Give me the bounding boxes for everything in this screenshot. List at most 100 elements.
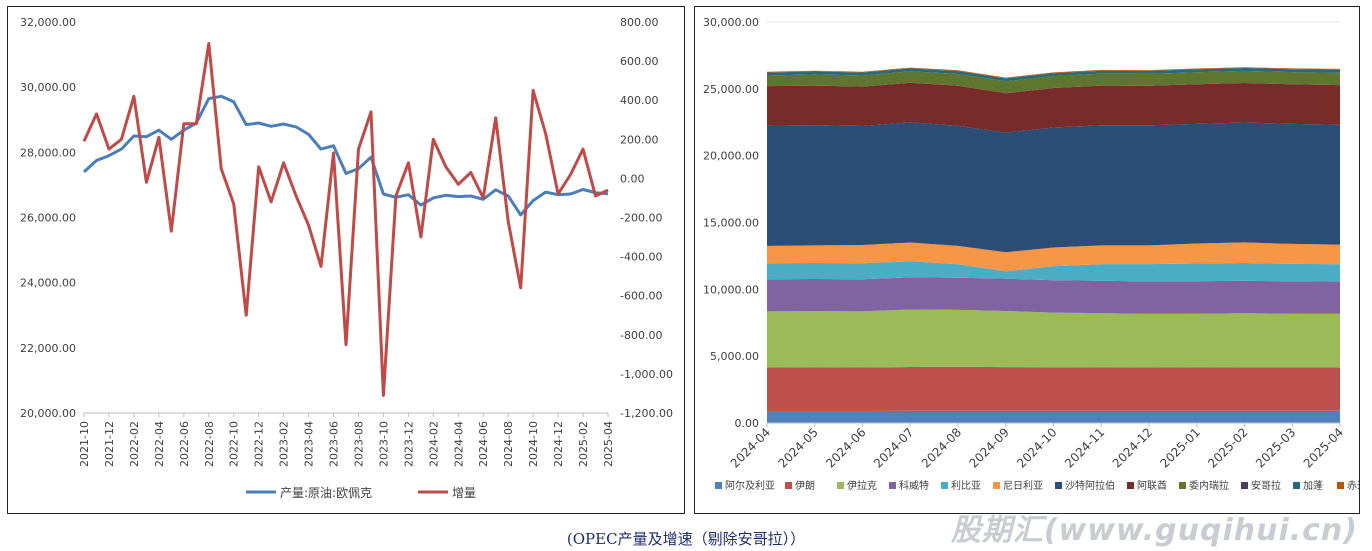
y-right-tick-label: -1,200.00 [620, 407, 673, 420]
y-tick-label: 15,000.00 [703, 217, 759, 230]
legend-swatch [785, 482, 792, 489]
series-line-2 [82, 42, 609, 397]
y-tick-label: 25,000.00 [703, 83, 759, 96]
x-tick-label: 2022-12 [253, 421, 266, 467]
area-series-11 [767, 68, 1340, 82]
legend-swatch [715, 482, 722, 489]
area-series-2 [767, 366, 1340, 411]
x-tick-label: 2024-08 [502, 421, 515, 467]
watermark: 股期汇(www.guqihui.cn) [950, 513, 1358, 548]
x-tick-label: 2025-01 [1158, 425, 1203, 470]
x-tick-label: 2024-11 [1062, 425, 1107, 470]
area-series-8 [767, 82, 1340, 133]
x-tick-label: 2025-02 [1205, 425, 1250, 470]
x-tick-label: 2024-05 [776, 425, 821, 470]
x-tick-label: 2021-12 [103, 421, 116, 467]
area-series-4 [767, 277, 1340, 314]
x-tick-label: 2025-02 [577, 421, 590, 467]
y-right-tick-label: 600.00 [620, 55, 659, 68]
y-right-tick-label: 200.00 [620, 133, 659, 146]
x-tick-label: 2024-06 [823, 425, 868, 470]
x-tick-label: 2025-04 [1301, 425, 1346, 470]
x-tick-label: 2022-02 [128, 421, 141, 467]
legend-label: 利比亚 [951, 480, 981, 492]
y-right-tick-label: 400.00 [620, 94, 659, 107]
area-series-3 [767, 309, 1340, 368]
stacked-area-chart-svg: 0.00 5,000.00 10,000.00 15,000.00 20,000.00 2… [703, 16, 1359, 492]
legend-label: 产量:原油:欧佩克 [280, 486, 372, 500]
legend-swatch [1179, 482, 1186, 489]
area-series-9 [767, 70, 1340, 94]
y-left-tick-label: 30,000.00 [20, 81, 76, 94]
x-tick-label: 2024-10 [1014, 425, 1059, 470]
x-tick-label: 2022-04 [153, 421, 166, 467]
y-tick-label: 10,000.00 [703, 283, 759, 296]
x-tick-label: 2024-10 [527, 421, 540, 467]
line-chart-svg: 20,000.00 22,000.00 24,000.00 26,000.00 28,0… [20, 16, 673, 500]
y-left-tick-label: 20,000.00 [20, 407, 76, 420]
x-tick-label: 2025-04 [602, 421, 615, 467]
legend-label: 阿尔及利亚 [725, 479, 775, 492]
y-right-tick-label: -600.00 [620, 290, 662, 303]
y-right-tick-label: 0.00 [620, 172, 645, 185]
y-right-tick-label: -800.00 [620, 329, 662, 342]
x-tick-label: 2023-04 [303, 421, 316, 467]
y-right-tick-label: 800.00 [620, 16, 659, 29]
y-tick-label: 0.00 [735, 417, 760, 430]
x-tick-label: 2024-04 [728, 425, 773, 470]
legend-swatch [889, 482, 896, 489]
y-left-tick-label: 28,000.00 [20, 146, 76, 159]
area-series-5 [767, 261, 1340, 282]
legend-label: 伊朗 [795, 480, 815, 492]
legend-label: 尼日利亚 [1003, 480, 1043, 492]
legend-label: 伊拉克 [847, 479, 877, 492]
y-left-tick-label: 22,000.00 [20, 342, 76, 355]
x-tick-label: 2025-03 [1253, 425, 1298, 470]
y-tick-label: 30,000.00 [703, 16, 759, 29]
x-tick-label: 2024-09 [967, 425, 1012, 470]
legend-label: 阿联酋 [1137, 479, 1167, 492]
y-left-tick-label: 32,000.00 [20, 16, 76, 29]
x-tick-label: 2024-04 [452, 421, 465, 467]
y-tick-label: 20,000.00 [703, 150, 759, 163]
x-tick-label: 2021-10 [78, 421, 91, 467]
y-tick-label: 5,000.00 [710, 350, 759, 363]
legend-label: 加蓬 [1303, 480, 1323, 492]
y-left-tick-label: 24,000.00 [20, 277, 76, 290]
right-chart-panel: 0.00 5,000.00 10,000.00 15,000.00 20,000.00 2… [694, 6, 1360, 514]
x-tick-label: 2022-06 [178, 421, 191, 467]
figure-caption: (OPEC产量及增速（剔除安哥拉）） [566, 530, 806, 548]
x-tick-label: 2023-08 [352, 421, 365, 467]
x-tick-label: 2022-08 [203, 421, 216, 467]
legend-swatch [1337, 482, 1344, 489]
x-tick-label: 2022-10 [228, 421, 241, 467]
x-tick-label: 2024-12 [1110, 425, 1155, 470]
legend-label: 赤道几内亚 [1347, 479, 1359, 492]
left-chart-panel: 20,000.00 22,000.00 24,000.00 26,000.00 28,0… [7, 6, 685, 514]
legend-swatch [1055, 482, 1062, 489]
x-tick-label: 2023-06 [328, 421, 341, 467]
y-left-tick-label: 26,000.00 [20, 212, 76, 225]
area-series-7 [767, 122, 1340, 253]
x-tick-label: 2024-12 [552, 421, 565, 467]
legend-swatch [1241, 482, 1248, 489]
legend-label: 委内瑞拉 [1189, 479, 1229, 492]
x-tick-label: 2023-02 [278, 421, 291, 467]
legend-label: 科威特 [899, 479, 929, 492]
x-tick-label: 2024-06 [477, 421, 490, 467]
x-tick-label: 2023-12 [402, 421, 415, 467]
y-right-tick-label: -200.00 [620, 212, 662, 225]
legend-swatch [993, 482, 1000, 489]
area-series-6 [767, 242, 1340, 272]
legend-swatch [837, 482, 844, 489]
y-right-tick-label: -1,000.00 [620, 368, 673, 381]
series-line-1 [82, 94, 609, 217]
x-tick-label: 2024-08 [919, 425, 964, 470]
x-tick-label: 2024-02 [427, 421, 440, 467]
area-series-12 [767, 67, 1340, 79]
legend-swatch [941, 482, 948, 489]
x-tick-label: 2023-10 [377, 421, 390, 467]
legend-label: 增量 [452, 486, 476, 500]
legend-label: 安哥拉 [1251, 479, 1281, 492]
x-tick-label: 2024-07 [871, 425, 916, 470]
